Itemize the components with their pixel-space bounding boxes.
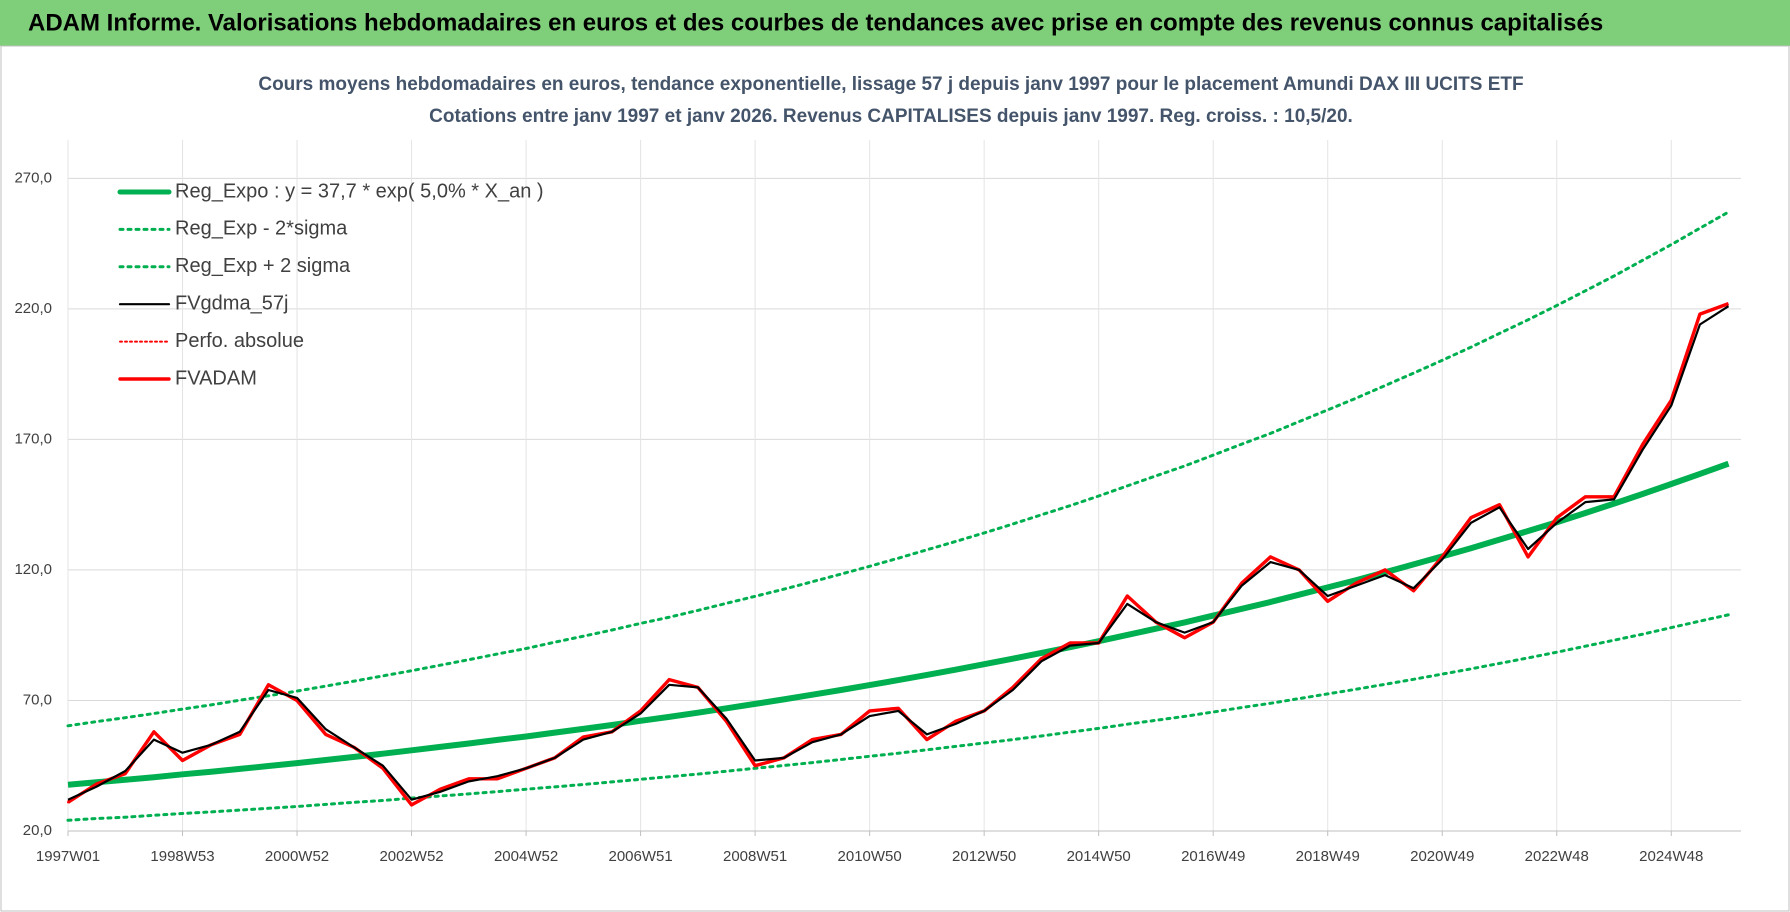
x-tick-label: 1997W01 bbox=[36, 848, 100, 865]
chart-subtitle: Cotations entre janv 1997 et janv 2026. … bbox=[429, 106, 1353, 127]
x-tick-label: 2004W52 bbox=[494, 848, 558, 865]
x-tick-label: 1998W53 bbox=[150, 848, 214, 865]
x-tick-label: 2020W49 bbox=[1410, 848, 1474, 865]
header-band bbox=[0, 0, 1790, 46]
x-tick-label: 2024W48 bbox=[1639, 848, 1703, 865]
series-line bbox=[67, 302, 1730, 807]
x-tick-label: 2010W50 bbox=[838, 848, 902, 865]
chart-title: Cours moyens hebdomadaires en euros, ten… bbox=[258, 74, 1523, 95]
legend-label: Perfo. absolue bbox=[175, 330, 304, 352]
y-tick-label: 20,0 bbox=[23, 822, 52, 839]
legend-label: FVgdma_57j bbox=[175, 292, 288, 314]
x-tick-label: 2014W50 bbox=[1067, 848, 1131, 865]
series-line bbox=[67, 305, 1730, 801]
y-tick-label: 70,0 bbox=[23, 691, 52, 708]
legend-label: FVADAM bbox=[175, 367, 257, 389]
x-tick-label: 2022W48 bbox=[1525, 848, 1589, 865]
header-title: ADAM Informe. Valorisations hebdomadaire… bbox=[28, 9, 1603, 36]
series-line bbox=[67, 302, 1730, 806]
y-tick-label: 170,0 bbox=[14, 430, 52, 447]
legend-label: Reg_Exp + 2 sigma bbox=[175, 255, 351, 277]
x-tick-label: 2000W52 bbox=[265, 848, 329, 865]
series-line bbox=[67, 460, 1730, 788]
y-tick-label: 270,0 bbox=[14, 169, 52, 186]
legend-label: Reg_Expo : y = 37,7 * exp( 5,0% * X_an ) bbox=[175, 180, 544, 202]
x-tick-label: 2016W49 bbox=[1181, 848, 1245, 865]
legend-label: Reg_Exp - 2*sigma bbox=[175, 218, 348, 240]
y-tick-label: 220,0 bbox=[14, 300, 52, 317]
x-tick-label: 2008W51 bbox=[723, 848, 787, 865]
y-tick-label: 120,0 bbox=[14, 561, 52, 578]
series-line bbox=[66, 613, 1730, 822]
frame bbox=[0, 45, 1790, 912]
x-tick-label: 2006W51 bbox=[608, 848, 672, 865]
x-tick-label: 2002W52 bbox=[379, 848, 443, 865]
x-tick-label: 2012W50 bbox=[952, 848, 1016, 865]
x-tick-label: 2018W49 bbox=[1296, 848, 1360, 865]
series-line bbox=[66, 210, 1730, 728]
